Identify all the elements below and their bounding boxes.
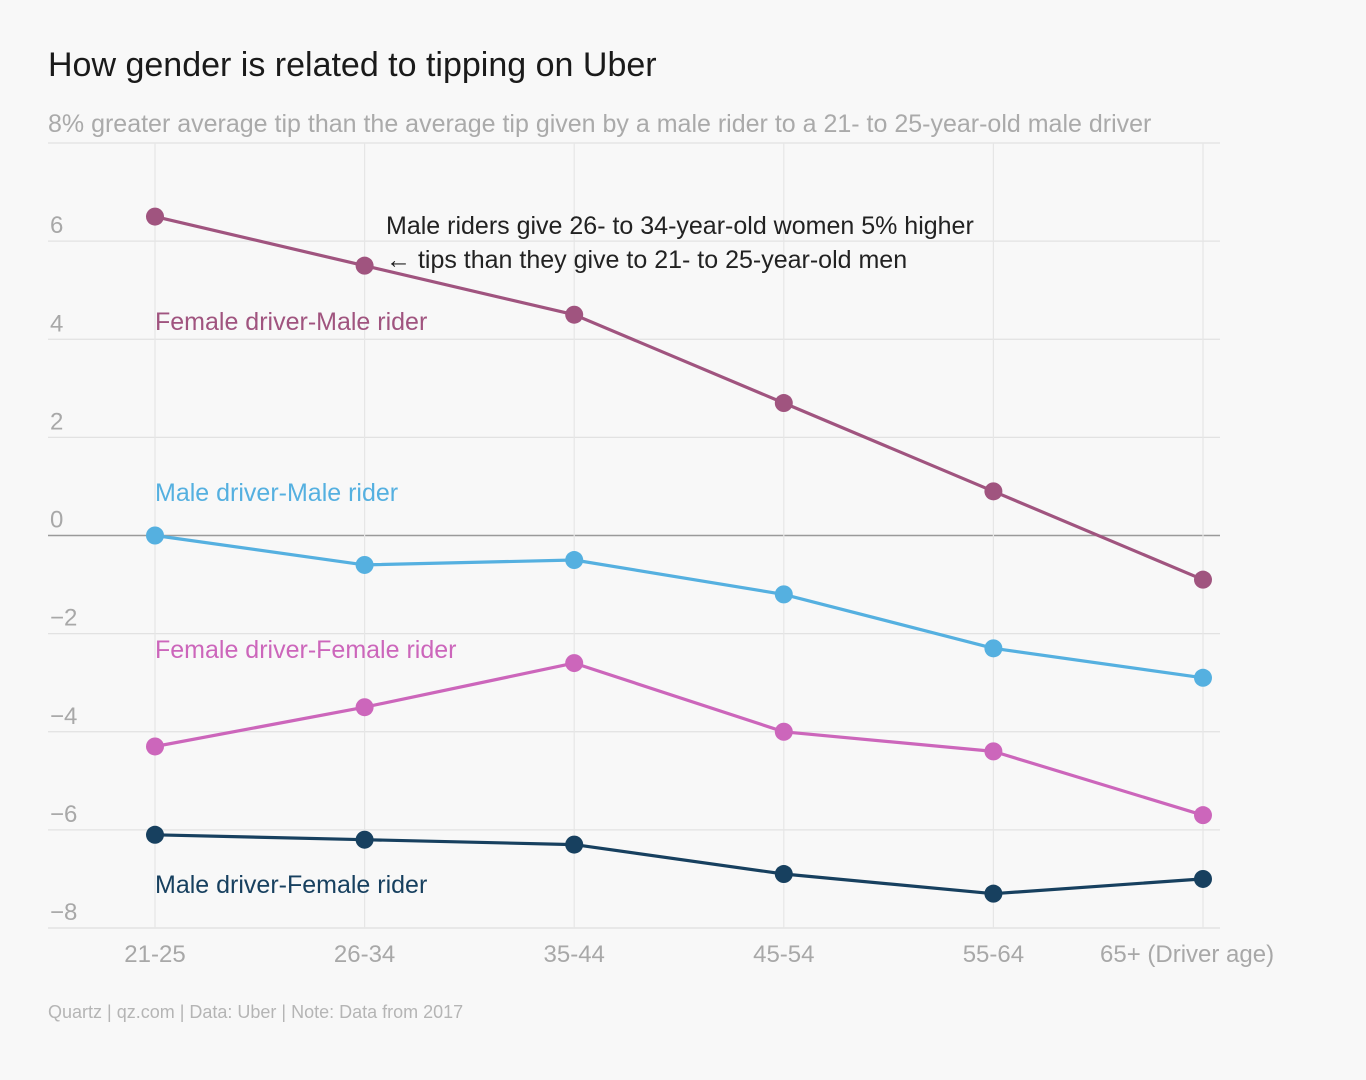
data-point <box>774 722 793 741</box>
series-3 <box>146 825 1212 903</box>
y-tick-label: −8 <box>50 899 77 926</box>
series-line <box>154 833 1204 896</box>
data-point <box>565 654 584 673</box>
data-point <box>355 256 374 275</box>
data-point <box>146 526 164 545</box>
data-point <box>1194 668 1212 687</box>
series-line <box>154 661 1204 817</box>
x-tick-label: 21-25 <box>124 941 185 968</box>
y-tick-label: 2 <box>50 408 63 435</box>
annotation: Male riders give 26- to 34-year-old wome… <box>386 212 974 274</box>
data-point <box>146 825 164 844</box>
data-point <box>984 639 1003 658</box>
annotation-line-1: Male riders give 26- to 34-year-old wome… <box>386 212 974 240</box>
series-labels: Female driver-Male rider Male driver-Male… <box>155 308 456 899</box>
series-line <box>154 533 1204 680</box>
data-point <box>984 482 1003 501</box>
data-point <box>355 555 374 574</box>
series-2 <box>146 654 1212 825</box>
chart-subtitle: 8% greater average tip than the average … <box>48 110 1152 138</box>
data-point <box>355 830 374 849</box>
data-point <box>565 835 584 854</box>
series-0 <box>146 207 1212 589</box>
x-tick-label: 35-44 <box>544 941 605 968</box>
series-lines <box>146 207 1212 903</box>
x-tick-label: 65+ (Driver age) <box>1100 941 1274 968</box>
chart-title: How gender is related to tipping on Uber <box>48 46 657 84</box>
data-point <box>774 865 793 884</box>
annotation-line-2: ← tips than they give to 21- to 25-year-… <box>386 246 907 274</box>
x-tick-label: 55-64 <box>963 941 1024 968</box>
series-1 <box>146 526 1212 687</box>
data-point <box>1194 869 1212 888</box>
y-tick-label: −2 <box>50 605 77 632</box>
data-point <box>146 737 164 756</box>
data-point <box>565 305 584 324</box>
data-point <box>774 585 793 604</box>
data-point <box>984 742 1003 761</box>
series-label: Female driver-Female rider <box>155 636 456 664</box>
y-tick-label: −6 <box>50 801 77 828</box>
x-axis-ticks: 21-25 26-34 35-44 45-54 55-64 65+ (Driver age… <box>124 941 1274 968</box>
y-tick-label: 6 <box>50 212 63 239</box>
x-tick-label: 26-34 <box>334 941 395 968</box>
series-label: Male driver-Female rider <box>155 871 427 899</box>
data-point <box>774 394 793 413</box>
y-tick-label: 4 <box>50 310 63 337</box>
data-point <box>146 207 164 226</box>
y-axis-ticks: 6 4 2 0 −2 −4 −6 −8 <box>50 212 77 926</box>
series-line <box>154 215 1204 582</box>
data-point <box>984 884 1003 903</box>
y-tick-label: 0 <box>50 507 63 534</box>
data-point <box>565 551 584 570</box>
x-tick-label: 45-54 <box>753 941 814 968</box>
data-point <box>355 698 374 717</box>
series-label: Male driver-Male rider <box>155 479 398 507</box>
source-note: Quartz | qz.com | Data: Uber | Note: Dat… <box>48 1002 464 1022</box>
data-point <box>1194 806 1212 825</box>
series-label: Female driver-Male rider <box>155 308 427 336</box>
y-tick-label: −4 <box>50 703 77 730</box>
data-point <box>1194 570 1212 589</box>
